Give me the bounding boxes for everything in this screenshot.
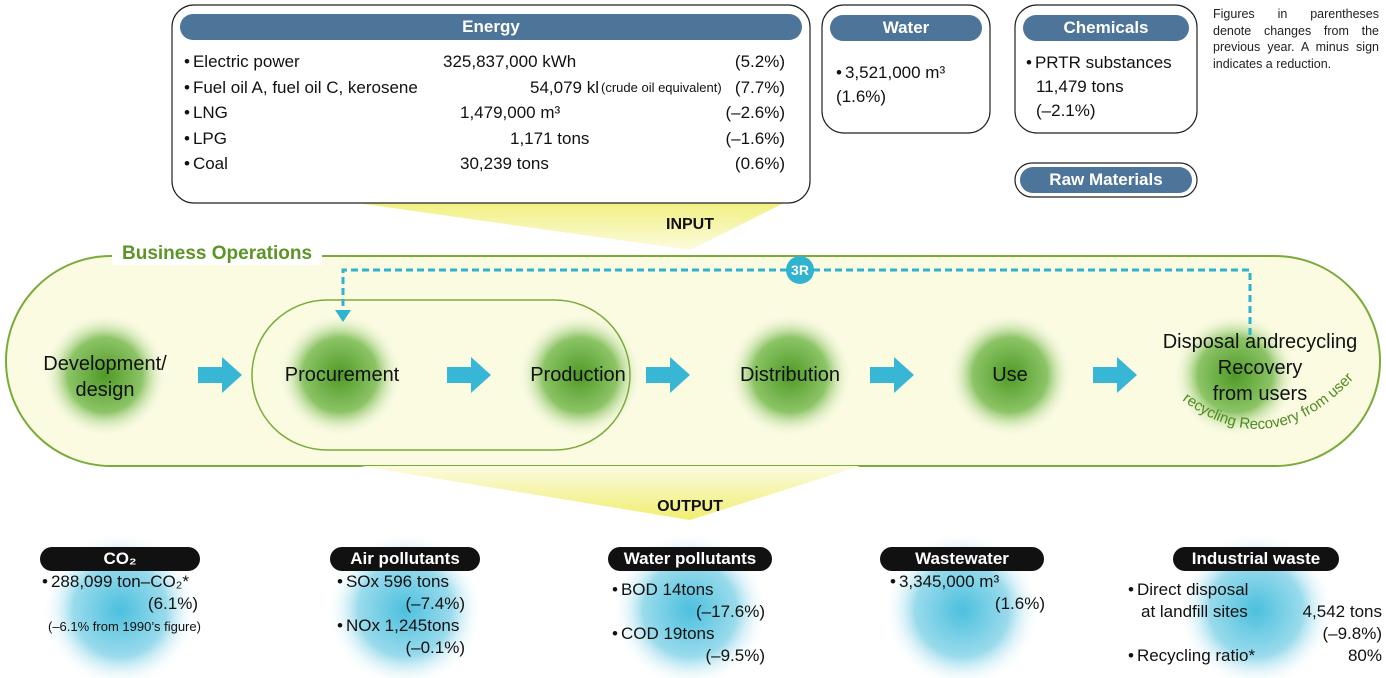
output-line: (–0.1%) bbox=[405, 638, 465, 657]
stage: Disposal andrecycling Recovery from users bbox=[1163, 329, 1358, 407]
stage-line: Procurement bbox=[284, 364, 400, 386]
item-change: (5.2%) bbox=[734, 52, 785, 71]
stage: Distribution bbox=[740, 362, 840, 388]
item-name: Electric power bbox=[184, 51, 300, 73]
output-line: (6.1%) bbox=[147, 594, 198, 613]
output-line: (–9.8%) bbox=[1322, 624, 1382, 643]
output-line: NOx 1,245tons bbox=[337, 615, 459, 637]
water-amount: 3,521,000 m³ bbox=[836, 62, 945, 84]
output-line: SOx 596 tons bbox=[337, 571, 449, 593]
output-line: COD 19tons bbox=[612, 623, 715, 645]
output-title: Air pollutants bbox=[330, 547, 480, 571]
stage-line: Recovery bbox=[1217, 357, 1303, 379]
output-line: (–7.4%) bbox=[405, 594, 465, 613]
output-funnel bbox=[360, 466, 860, 520]
chemicals-amount: 11,479 tons bbox=[1036, 77, 1124, 96]
output-line: 288,099 ton–CO₂* bbox=[42, 571, 189, 593]
input-label: INPUT bbox=[666, 216, 714, 233]
output-line: 4,542 tons bbox=[1302, 602, 1382, 621]
stage: Use bbox=[992, 362, 1028, 388]
output-line: (–9.5%) bbox=[705, 646, 765, 665]
item-amount: 325,837,000 kWh bbox=[443, 52, 577, 71]
stage-line: Use bbox=[992, 364, 1028, 386]
3r-badge bbox=[786, 256, 814, 284]
item-change: (7.7%) bbox=[734, 78, 785, 97]
output-line: (–6.1% from 1990’s figure) bbox=[48, 619, 201, 634]
output-line: (–17.6%) bbox=[696, 602, 765, 621]
stage: Development/design bbox=[43, 351, 166, 403]
item-name: Coal bbox=[184, 153, 228, 175]
3r-label: 3R bbox=[791, 262, 809, 278]
stage-line: Distribution bbox=[739, 364, 841, 386]
stage-line: design bbox=[75, 379, 135, 401]
stage-line: Production bbox=[530, 364, 626, 386]
item-change: (–2.6%) bbox=[725, 103, 785, 122]
water-title: Water bbox=[830, 15, 982, 41]
chemicals-name: PRTR substances bbox=[1026, 52, 1172, 74]
item-name: LNG bbox=[184, 102, 228, 124]
chemicals-change: (–2.1%) bbox=[1036, 101, 1096, 120]
item-amount: 1,479,000 m³ bbox=[460, 103, 561, 122]
water-change: (1.6%) bbox=[836, 87, 887, 106]
item-amount: 30,239 tons bbox=[460, 154, 549, 173]
output-line: 80% bbox=[1347, 646, 1382, 665]
energy-title: Energy bbox=[180, 14, 802, 40]
stage-line: from users bbox=[1212, 383, 1308, 405]
item-change: (0.6%) bbox=[734, 154, 785, 173]
output-line: (1.6%) bbox=[994, 594, 1045, 613]
item-amount: 54,079 kl bbox=[530, 78, 599, 97]
stage: Production bbox=[530, 362, 626, 388]
item-name: Fuel oil A, fuel oil C, kerosene bbox=[184, 77, 418, 99]
output-label: OUTPUT bbox=[657, 498, 723, 515]
output-line: Direct disposal bbox=[1128, 579, 1249, 601]
input-funnel bbox=[300, 195, 800, 250]
output-title: Wastewater bbox=[880, 547, 1044, 571]
loop-arrowhead bbox=[335, 310, 351, 322]
output-line: BOD 14tons bbox=[612, 579, 714, 601]
chemicals-title: Chemicals bbox=[1023, 15, 1189, 41]
stage-line: Disposal andrecycling bbox=[1162, 331, 1358, 353]
stage-circles bbox=[43, 313, 1297, 437]
item-name: LPG bbox=[184, 128, 227, 150]
item-change: (–1.6%) bbox=[725, 129, 785, 148]
output-line: at landfill sites bbox=[1141, 602, 1248, 621]
flow-arrows bbox=[198, 357, 1137, 393]
item-amount: 1,171 tons bbox=[510, 129, 590, 148]
output-title: CO₂ bbox=[40, 547, 200, 571]
output-line: 3,345,000 m³ bbox=[890, 571, 999, 593]
stage-line: Development/ bbox=[43, 353, 167, 375]
inner-group bbox=[251, 299, 631, 451]
output-line: Recycling ratio* bbox=[1128, 645, 1255, 667]
note: Figures in parentheses denote changes fr… bbox=[1213, 7, 1379, 71]
output-title: Industrial waste bbox=[1173, 547, 1339, 571]
energy-box bbox=[171, 4, 811, 204]
business-title: Business Operations bbox=[112, 243, 323, 265]
raw-title: Raw Materials bbox=[1020, 167, 1192, 193]
stage: Procurement bbox=[285, 362, 400, 388]
output-title: Water pollutants bbox=[608, 547, 772, 571]
item-note: (crude oil equivalent) bbox=[601, 80, 722, 95]
